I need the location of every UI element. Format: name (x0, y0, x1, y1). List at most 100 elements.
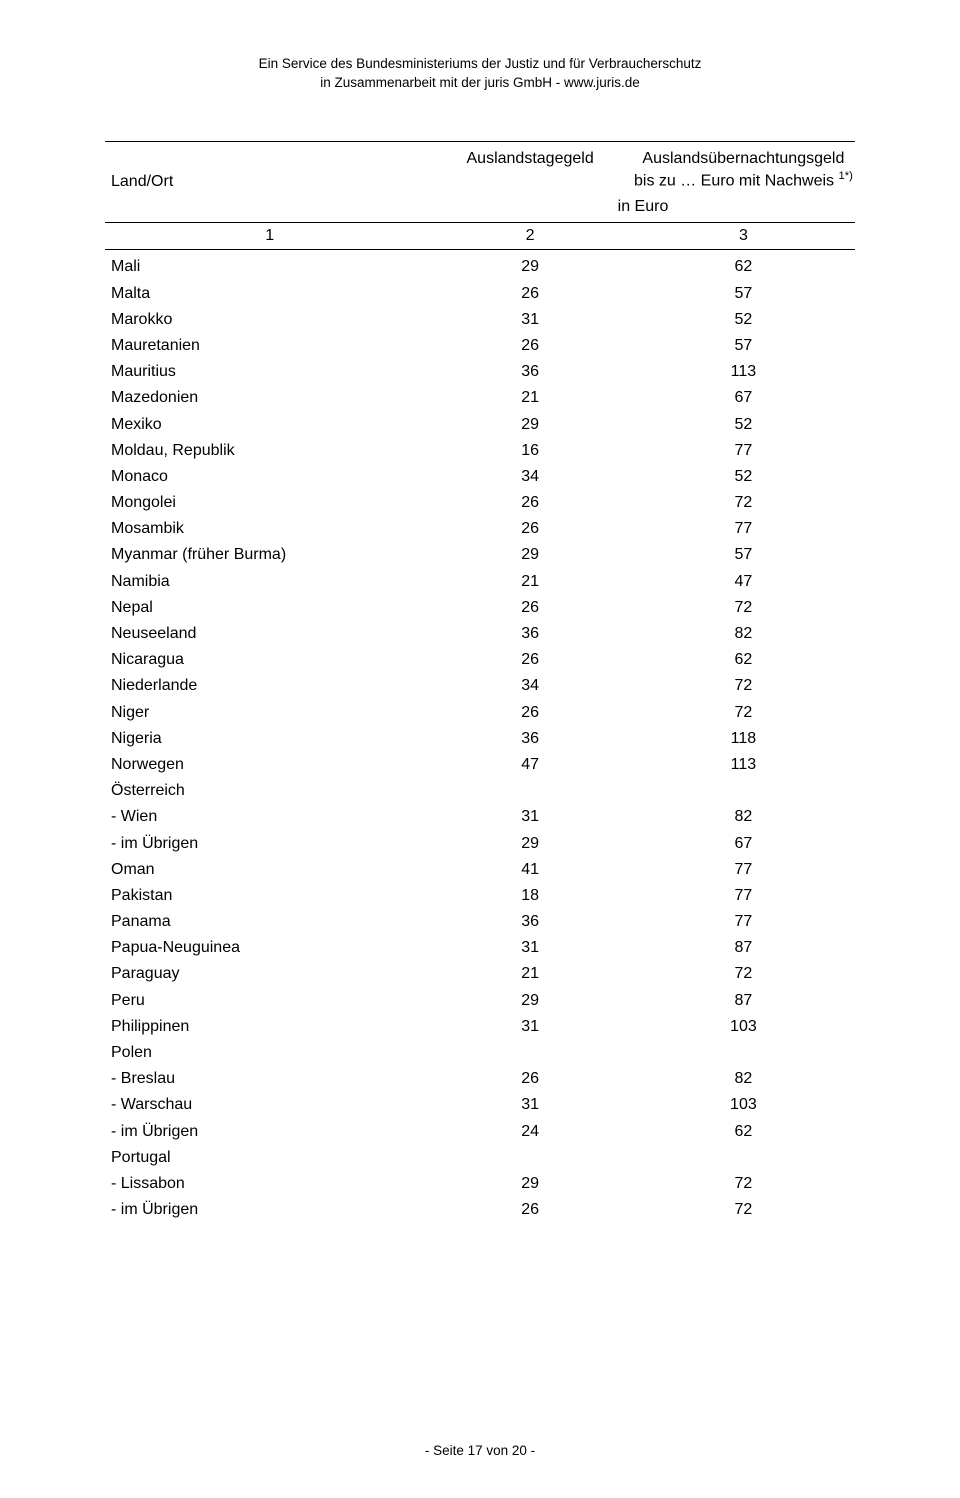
table-row: Niger2672 (105, 699, 855, 725)
table-body: Mali2962Malta2657Marokko3152Mauretanien2… (105, 250, 855, 1223)
cell-uebernachtung: 77 (632, 914, 855, 930)
cell-tagegeld: 36 (428, 731, 631, 747)
th-uebernachtung-l1: Auslandsübernachtungsgeld (632, 148, 855, 170)
cell-land: - Wien (105, 809, 428, 825)
cell-land: Pakistan (105, 888, 428, 904)
cell-uebernachtung: 72 (632, 1176, 855, 1192)
cell-tagegeld: 26 (428, 1071, 631, 1087)
cell-uebernachtung: 87 (632, 940, 855, 956)
table-row: Neuseeland3682 (105, 621, 855, 647)
cell-land: Mongolei (105, 495, 428, 511)
table-row: - im Übrigen2462 (105, 1118, 855, 1144)
table-row: Pakistan1877 (105, 883, 855, 909)
cell-uebernachtung: 113 (632, 757, 855, 773)
cell-tagegeld: 26 (428, 521, 631, 537)
cell-land: - im Übrigen (105, 1202, 428, 1218)
table-col-numbers: 1 2 3 (105, 223, 855, 250)
cell-uebernachtung: 57 (632, 338, 855, 354)
table-row: Namibia2147 (105, 569, 855, 595)
cell-uebernachtung: 52 (632, 469, 855, 485)
table-row: - Breslau2682 (105, 1066, 855, 1092)
cell-tagegeld (428, 1045, 631, 1061)
cell-tagegeld: 41 (428, 862, 631, 878)
table-row: Oman4177 (105, 857, 855, 883)
th-uebernachtung-sup: 1*) (839, 170, 853, 182)
table-header: Land/Ort Auslandstagegeld Auslandsüberna… (105, 141, 855, 224)
cell-land: Neuseeland (105, 626, 428, 642)
th-land: Land/Ort (105, 148, 428, 193)
cell-uebernachtung: 72 (632, 600, 855, 616)
cell-tagegeld: 26 (428, 495, 631, 511)
table-row: Moldau, Republik1677 (105, 438, 855, 464)
cell-uebernachtung: 113 (632, 364, 855, 380)
cell-tagegeld: 31 (428, 940, 631, 956)
service-header-line2: in Zusammenarbeit mit der juris GmbH - w… (105, 74, 855, 93)
cell-land: Niger (105, 705, 428, 721)
cell-tagegeld: 26 (428, 600, 631, 616)
table-row: - im Übrigen2967 (105, 830, 855, 856)
cell-uebernachtung: 62 (632, 259, 855, 275)
table-row: Polen (105, 1040, 855, 1066)
service-header: Ein Service des Bundesministeriums der J… (105, 55, 855, 93)
cell-land: - Lissabon (105, 1176, 428, 1192)
cell-uebernachtung: 52 (632, 417, 855, 433)
cell-uebernachtung: 72 (632, 966, 855, 982)
cell-land: Mosambik (105, 521, 428, 537)
cell-uebernachtung: 62 (632, 1124, 855, 1140)
th-tagegeld: Auslandstagegeld (428, 148, 631, 193)
cell-uebernachtung: 77 (632, 443, 855, 459)
cell-land: Monaco (105, 469, 428, 485)
cell-land: Papua-Neuguinea (105, 940, 428, 956)
cell-tagegeld: 21 (428, 966, 631, 982)
cell-uebernachtung: 72 (632, 678, 855, 694)
table-row: Mexiko2952 (105, 411, 855, 437)
table-row: Nepal2672 (105, 595, 855, 621)
table-row: Mali2962 (105, 254, 855, 280)
cell-land: Myanmar (früher Burma) (105, 547, 428, 563)
th-uebernachtung-l2: bis zu … Euro mit Nachweis 1*) (632, 169, 855, 192)
cell-tagegeld (428, 1150, 631, 1166)
cell-tagegeld: 34 (428, 469, 631, 485)
table-row: Paraguay2172 (105, 961, 855, 987)
table-row: Mosambik2677 (105, 516, 855, 542)
colnum-2: 2 (428, 227, 631, 245)
table-row: Norwegen47113 (105, 752, 855, 778)
cell-land: Namibia (105, 574, 428, 590)
cell-land: Philippinen (105, 1019, 428, 1035)
cell-land: Oman (105, 862, 428, 878)
cell-land: - im Übrigen (105, 836, 428, 852)
cell-land: Polen (105, 1045, 428, 1061)
allowance-table: Land/Ort Auslandstagegeld Auslandsüberna… (105, 141, 855, 1223)
cell-land: Mali (105, 259, 428, 275)
cell-tagegeld: 29 (428, 836, 631, 852)
cell-tagegeld: 31 (428, 1019, 631, 1035)
page: Ein Service des Bundesministeriums der J… (0, 0, 960, 1498)
table-row: - Warschau31103 (105, 1092, 855, 1118)
table-row: Malta2657 (105, 280, 855, 306)
cell-tagegeld: 47 (428, 757, 631, 773)
cell-uebernachtung (632, 783, 855, 799)
cell-uebernachtung: 62 (632, 652, 855, 668)
cell-tagegeld: 16 (428, 443, 631, 459)
cell-land: Panama (105, 914, 428, 930)
cell-tagegeld: 18 (428, 888, 631, 904)
cell-uebernachtung: 82 (632, 626, 855, 642)
cell-tagegeld: 26 (428, 705, 631, 721)
cell-tagegeld: 36 (428, 914, 631, 930)
cell-tagegeld: 26 (428, 652, 631, 668)
cell-tagegeld: 34 (428, 678, 631, 694)
cell-tagegeld: 26 (428, 338, 631, 354)
cell-tagegeld: 29 (428, 1176, 631, 1192)
cell-tagegeld: 31 (428, 312, 631, 328)
cell-land: Mauretanien (105, 338, 428, 354)
cell-tagegeld: 29 (428, 417, 631, 433)
table-row: Peru2987 (105, 988, 855, 1014)
cell-uebernachtung: 72 (632, 705, 855, 721)
table-row: Marokko3152 (105, 307, 855, 333)
cell-land: Mazedonien (105, 390, 428, 406)
table-row: Philippinen31103 (105, 1014, 855, 1040)
colnum-3: 3 (632, 227, 855, 245)
th-uebernachtung: Auslandsübernachtungsgeld bis zu … Euro … (632, 148, 855, 193)
cell-uebernachtung: 57 (632, 547, 855, 563)
cell-uebernachtung: 103 (632, 1019, 855, 1035)
